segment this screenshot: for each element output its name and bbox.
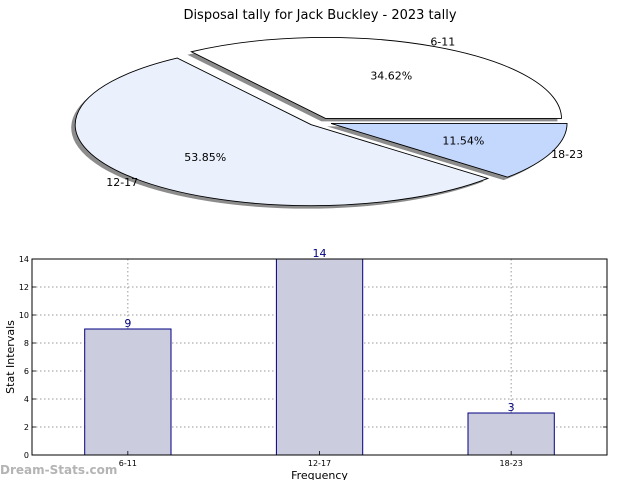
pie-percent-label: 11.54% (442, 135, 484, 148)
bar-18-23 (467, 412, 555, 456)
y-tick-label: 2 (24, 423, 29, 432)
pie-slice-6-11 (190, 36, 562, 119)
bar-value-label: 9 (124, 317, 131, 330)
y-tick-label: 8 (24, 339, 29, 348)
watermark: Dream-Stats.com (0, 463, 117, 477)
x-tick-label: 18-23 (500, 459, 523, 468)
y-tick-label: 14 (19, 255, 29, 264)
x-tick-label: 6-11 (119, 459, 137, 468)
bar-12-17 (275, 258, 364, 456)
pie-slice-12-17 (74, 57, 490, 207)
y-tick-label: 12 (19, 283, 29, 292)
pie-category-label: 18-23 (551, 148, 583, 161)
x-tick-label: 12-17 (308, 459, 331, 468)
pie-slice-18-23 (330, 122, 568, 178)
bar-value-label: 14 (313, 247, 327, 260)
pie-category-label: 12-17 (106, 176, 138, 189)
x-axis-label: Frequency (291, 469, 348, 480)
y-tick-label: 0 (24, 451, 29, 460)
pie-percent-label: 34.62% (370, 69, 412, 82)
pie-chart-title: Disposal tally for Jack Buckley - 2023 t… (183, 8, 456, 23)
bar-chart: 0 2 4 6 8 10 12 14 9 6-11 14 12-17 3 18-23 Frequency St… (4, 247, 608, 480)
pie-percent-label: 53.85% (184, 151, 226, 164)
y-tick-label: 6 (24, 367, 29, 376)
bar-value-label: 3 (508, 401, 515, 414)
bar-6-11 (84, 328, 172, 456)
y-axis-label: Stat Intervals (4, 320, 17, 394)
y-tick-label: 10 (19, 311, 29, 320)
y-tick-label: 4 (24, 395, 29, 404)
pie-category-label: 6-11 (430, 36, 455, 49)
pie-chart: 6-11 34.62% 12-17 53.85% 18-23 11.54% (71, 36, 583, 209)
plot-frame (31, 258, 608, 456)
